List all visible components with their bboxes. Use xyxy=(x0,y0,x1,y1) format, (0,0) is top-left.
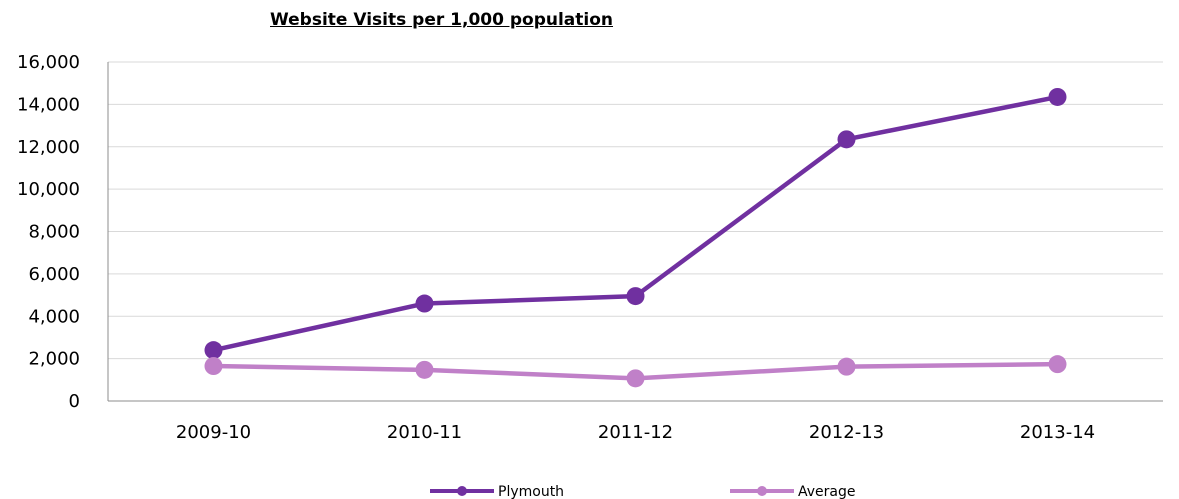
y-tick-label: 0 xyxy=(69,391,80,412)
legend-swatch-marker-plymouth xyxy=(457,486,467,496)
legend-label-average: Average xyxy=(798,484,856,499)
y-axis-tick-labels: 0 2,000 4,000 6,000 8,000 10,000 12,000 14,000 1… xyxy=(17,52,80,412)
x-tick-label: 2013-14 xyxy=(1020,422,1095,443)
data-point-average xyxy=(1048,355,1067,374)
y-tick-label: 2,000 xyxy=(28,349,80,370)
y-tick-label: 4,000 xyxy=(28,306,80,327)
axes xyxy=(107,62,1163,402)
y-tick-label: 8,000 xyxy=(28,222,80,243)
series-lines xyxy=(204,87,1067,388)
gridlines xyxy=(108,61,1163,360)
data-point-plymouth xyxy=(415,294,434,313)
legend-swatch-marker-average xyxy=(757,486,767,496)
y-tick-label: 12,000 xyxy=(17,137,80,158)
x-tick-label: 2011-12 xyxy=(598,422,673,443)
x-tick-label: 2012-13 xyxy=(809,422,884,443)
data-point-plymouth xyxy=(837,130,856,149)
x-tick-label: 2010-11 xyxy=(387,422,462,443)
x-axis-tick-labels: 2009-10 2010-11 2011-12 2012-13 2013-14 xyxy=(176,422,1095,443)
data-point-average xyxy=(626,369,645,388)
y-tick-label: 14,000 xyxy=(17,94,80,115)
chart-title: Website Visits per 1,000 population xyxy=(270,10,614,30)
y-tick-label: 16,000 xyxy=(17,52,80,73)
data-point-plymouth xyxy=(204,341,223,360)
legend-label-plymouth: Plymouth xyxy=(498,484,564,499)
data-point-average xyxy=(837,357,856,376)
y-tick-label: 10,000 xyxy=(17,179,80,200)
y-tick-label: 6,000 xyxy=(28,264,80,285)
data-point-plymouth xyxy=(626,287,645,306)
legend: Plymouth Average xyxy=(430,484,856,499)
x-tick-label: 2009-10 xyxy=(176,422,251,443)
data-point-plymouth xyxy=(1048,87,1067,106)
data-point-average xyxy=(204,357,223,376)
series-line-plymouth xyxy=(213,94,1058,353)
data-point-average xyxy=(415,360,434,379)
